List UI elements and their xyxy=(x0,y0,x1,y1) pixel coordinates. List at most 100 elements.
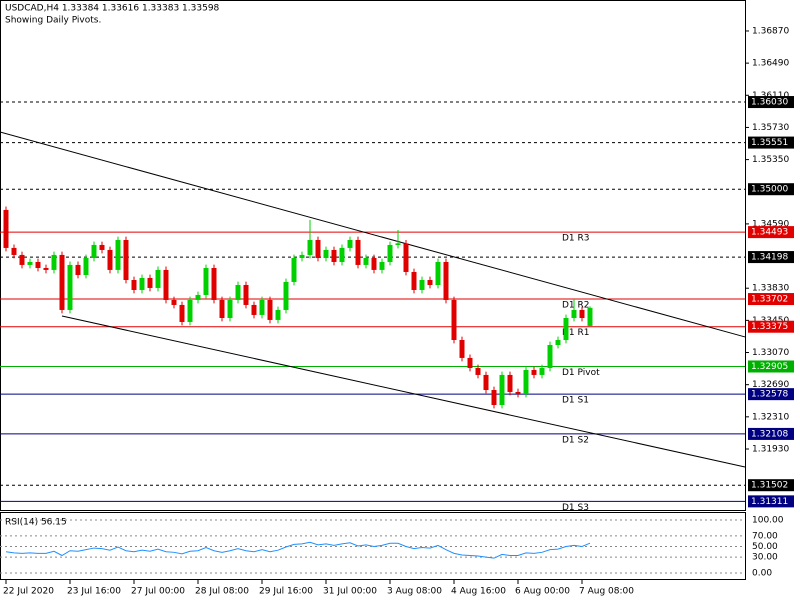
candle-body xyxy=(579,309,585,318)
level-name: D1 R3 xyxy=(562,234,590,244)
level-box xyxy=(748,388,794,401)
rsi-tick-label: 100.00 xyxy=(752,515,784,525)
y-tick-label: 1.35730 xyxy=(752,123,789,133)
level-label: 1.32578 xyxy=(751,390,788,400)
y-tick-label: 1.32310 xyxy=(752,412,789,422)
level-name: D1 S1 xyxy=(562,396,589,406)
candle-body xyxy=(51,254,57,270)
level-label: 1.35000 xyxy=(751,185,788,195)
rsi-tick-label: 50.00 xyxy=(752,542,778,552)
candle-body xyxy=(203,267,209,295)
chart-title: USDCAD,H4 1.33384 1.33616 1.33383 1.3359… xyxy=(5,4,220,14)
candle-body xyxy=(427,280,433,285)
level-box xyxy=(748,360,794,373)
candle-body xyxy=(35,261,41,268)
x-tick-label: 31 Jul 00:00 xyxy=(323,587,377,597)
candle-body xyxy=(443,261,449,300)
y-tick-label: 1.33830 xyxy=(752,284,789,294)
candle-body xyxy=(139,277,145,290)
candle-body xyxy=(99,244,105,250)
candle-body xyxy=(467,357,473,369)
candle-body xyxy=(123,239,129,281)
candle-body xyxy=(243,284,249,305)
x-tick-label: 23 Jul 16:00 xyxy=(67,587,121,597)
trendline xyxy=(61,315,746,468)
candle-body xyxy=(339,247,345,262)
candle-body xyxy=(267,299,273,320)
candle-body xyxy=(131,280,137,290)
level-box xyxy=(748,183,794,196)
y-tick-label: 1.31930 xyxy=(752,444,789,454)
candle-body xyxy=(363,258,369,265)
y-tick-label: 1.36490 xyxy=(752,59,789,69)
level-label: 1.31502 xyxy=(751,481,788,491)
level-box xyxy=(748,293,794,306)
level-box xyxy=(748,320,794,333)
rsi-title: RSI(14) 56.15 xyxy=(5,518,67,528)
candle-body xyxy=(451,299,457,340)
candle-body xyxy=(107,249,113,270)
level-label: 1.32108 xyxy=(751,429,788,439)
candle-body xyxy=(115,239,121,270)
candle-body xyxy=(483,374,489,391)
x-tick-label: 6 Aug 00:00 xyxy=(515,587,570,597)
level-label: 1.32905 xyxy=(751,362,788,372)
candle-body xyxy=(371,258,377,270)
y-tick-label: 1.35350 xyxy=(752,155,789,165)
candle-body xyxy=(259,299,265,315)
candle-body xyxy=(3,209,9,248)
level-name: D1 R2 xyxy=(562,301,590,311)
x-tick-label: 28 Jul 08:00 xyxy=(195,587,249,597)
rsi-line xyxy=(5,541,591,559)
candle-body xyxy=(155,269,161,288)
candle-body xyxy=(555,340,561,345)
candle-body xyxy=(59,254,65,310)
candle-body xyxy=(27,261,33,265)
candle-body xyxy=(563,317,569,340)
level-name: D1 S3 xyxy=(562,503,589,513)
level-box xyxy=(748,226,794,239)
x-tick-label: 27 Jul 00:00 xyxy=(131,587,185,597)
level-label: 1.34198 xyxy=(751,253,788,263)
candle-body xyxy=(515,391,521,394)
candle-body xyxy=(275,309,281,320)
candle-body xyxy=(291,258,297,282)
candle-body xyxy=(91,244,97,259)
level-box xyxy=(748,136,794,149)
candle-body xyxy=(163,269,169,300)
candle-body xyxy=(147,277,153,288)
candle-body xyxy=(251,304,257,315)
candle-body xyxy=(499,374,505,405)
candle-body xyxy=(315,239,321,259)
candle-body xyxy=(347,239,353,248)
rsi-tick-label: 0.00 xyxy=(752,568,772,578)
candle-body xyxy=(307,239,313,255)
candle-body xyxy=(491,390,497,405)
x-tick-label: 22 Jul 2020 xyxy=(3,587,54,597)
chart-subtitle: Showing Daily Pivots. xyxy=(5,16,101,26)
level-box xyxy=(748,479,794,492)
level-name: D1 S2 xyxy=(562,435,589,445)
level-name: D1 R1 xyxy=(562,328,590,338)
candle-body xyxy=(179,304,185,322)
candle-body xyxy=(11,247,17,255)
candle-body xyxy=(283,281,289,310)
candle-body xyxy=(435,261,441,285)
candle-body xyxy=(19,254,25,265)
rsi-tick-label: 70.00 xyxy=(752,531,778,541)
x-tick-label: 29 Jul 16:00 xyxy=(259,587,313,597)
candle-body xyxy=(331,249,337,262)
candle-body xyxy=(531,369,537,375)
candle-body xyxy=(419,280,425,290)
candle-body xyxy=(523,369,529,394)
y-tick-label: 1.36110 xyxy=(752,91,789,101)
level-label: 1.33702 xyxy=(751,295,788,305)
candle-body xyxy=(475,368,481,375)
candle-body xyxy=(459,340,465,358)
level-label: 1.31311 xyxy=(751,497,788,507)
candle-body xyxy=(299,254,305,259)
level-label: 1.36030 xyxy=(751,98,788,108)
y-tick-label: 1.36870 xyxy=(752,26,789,36)
candle-body xyxy=(379,261,385,270)
